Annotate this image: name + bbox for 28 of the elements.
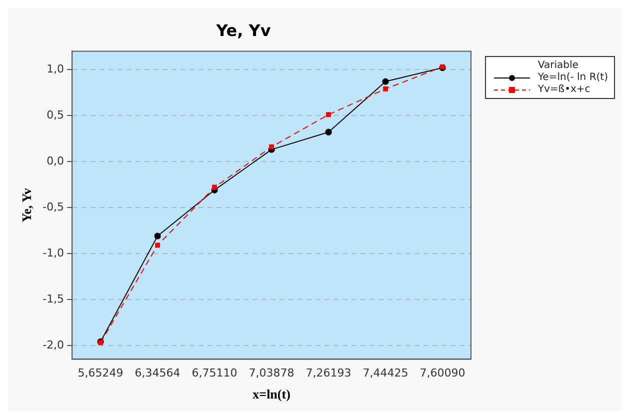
x-tick-label: 7,60090: [420, 366, 466, 380]
x-tick-label: 7,26193: [306, 366, 352, 380]
legend-label: Ye=ln(- ln R(t): [538, 72, 608, 83]
y-tick-label: -0,5: [42, 200, 64, 214]
x-tick-label: 7,03878: [248, 366, 294, 380]
y-tick-label: -1,0: [42, 246, 64, 260]
point: [212, 184, 218, 190]
y-tick-label: 0,0: [46, 154, 64, 168]
y-tick-label: -1,5: [42, 292, 64, 306]
x-tick-label: 6,75110: [192, 366, 238, 380]
point: [155, 242, 160, 248]
y-tick-label: 1,0: [46, 62, 64, 76]
point: [383, 86, 388, 92]
x-tick-label: 7,44425: [362, 366, 408, 380]
point: [325, 128, 332, 136]
legend-label: Yv=ß•x+c: [538, 84, 590, 95]
point: [382, 78, 389, 85]
x-axis-title: x=ln(t): [252, 386, 290, 402]
y-tick-label: -2,0: [42, 338, 64, 352]
x-tick-label: 5,65249: [78, 366, 124, 380]
point: [269, 144, 274, 150]
x-tick-label: 6,34564: [134, 366, 180, 380]
chart-title: Ye, Yv: [215, 20, 272, 40]
point: [154, 232, 161, 240]
legend-title: Variable: [536, 60, 580, 71]
point: [326, 112, 332, 118]
y-axis-title: Ye, Yv: [19, 188, 34, 222]
y-tick-label: 0,5: [46, 108, 64, 122]
